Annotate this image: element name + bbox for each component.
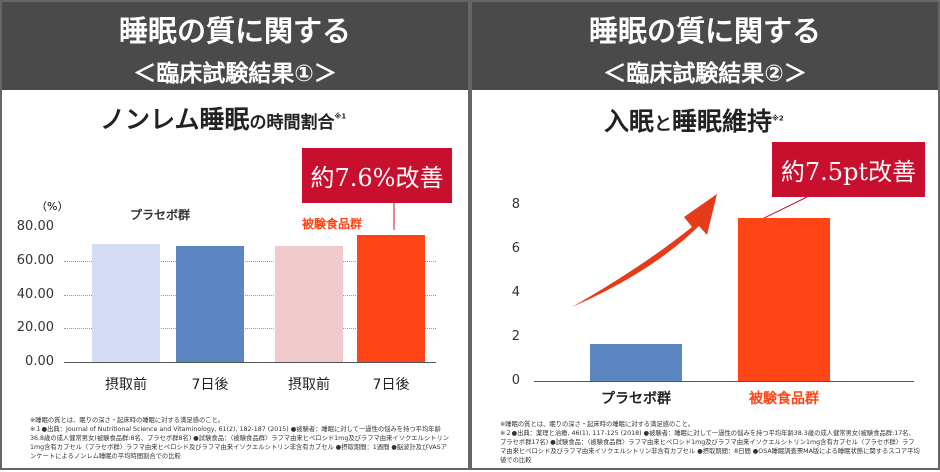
bar: [92, 243, 160, 362]
y-tick-label: 4: [511, 285, 520, 300]
x-axis-line: [64, 362, 436, 363]
x-tick-label: プラセボ群: [601, 391, 671, 407]
note-line: ※２●出典：薬理と治療, 46(1), 117-125 (2018) ●被験者：…: [500, 430, 920, 464]
bar: [176, 246, 244, 362]
right-notes: ※睡眠の質とは、眠りの深さ・起床時の睡眠に対する満足感のこと。 ※２●出典：薬理…: [500, 420, 920, 465]
gridline: [64, 260, 436, 262]
subtitle-main: ノンレム睡眠: [100, 105, 250, 134]
subtitle-small: の時間割合: [249, 113, 335, 133]
x-tick-label: 摂取前: [105, 377, 147, 393]
right-callout: 約7.5pt改善: [772, 142, 925, 197]
left-subtitle: ノンレム睡眠の時間割合※1: [100, 100, 346, 136]
right-subtitle: 入眠と睡眠維持※2: [604, 102, 784, 138]
bar: [275, 246, 343, 362]
left-panel: 睡眠の質に関する ＜臨床試験結果①＞ ノンレム睡眠の時間割合※1 約7.6%改善…: [0, 0, 470, 470]
left-unit: （%）: [36, 200, 69, 213]
left-header: 睡眠の質に関する ＜臨床試験結果①＞: [2, 2, 468, 90]
subtitle-ref: ※1: [334, 112, 347, 121]
right-decor: [572, 194, 808, 307]
legend-test: 被験食品群: [302, 217, 363, 231]
left-title: 睡眠の質に関する: [118, 14, 351, 48]
left-callout-line: [393, 203, 395, 230]
y-tick-label: 60.00: [16, 252, 54, 268]
right-header: 睡眠の質に関する ＜臨床試験結果②＞: [472, 2, 938, 90]
bar: [590, 343, 682, 381]
y-tick-label: 6: [511, 241, 520, 256]
left-notes: ※睡眠の質とは、眠りの深さ・起床時の睡眠に対する満足感のこと。 ※１●出典：Jo…: [30, 416, 450, 461]
y-tick-label: 2: [511, 329, 520, 344]
subtitle-main: 入眠: [604, 107, 655, 136]
subtitle-mid: と: [654, 114, 673, 135]
left-callout: 約7.6%改善: [302, 148, 452, 203]
x-axis-line: [534, 381, 914, 382]
y-tick-label: 40.00: [16, 286, 54, 302]
x-tick-label: 7日後: [191, 377, 229, 393]
subtitle-ref: ※2: [772, 114, 784, 123]
right-title-sub: ＜臨床試験結果②＞: [603, 61, 807, 87]
y-tick-label: 8: [511, 197, 520, 212]
x-tick-label: 被験食品群: [749, 391, 819, 407]
y-tick-label: 0: [511, 373, 520, 388]
right-title: 睡眠の質に関する: [588, 14, 821, 48]
gridline: [64, 294, 436, 296]
x-tick-label: 摂取前: [288, 377, 330, 393]
y-tick-label: 0.00: [25, 354, 54, 369]
subtitle-main-2: 睡眠維持: [672, 107, 773, 136]
note-line: ※睡眠の質とは、眠りの深さ・起床時の睡眠に対する満足感のこと。: [500, 421, 695, 428]
x-tick-label: 7日後: [372, 377, 410, 393]
note-line: ※１●出典：Journal of Nutritional Science and…: [30, 426, 450, 460]
left-title-sub: ＜臨床試験結果①＞: [133, 61, 337, 87]
gridline: [64, 328, 436, 330]
bar: [357, 235, 425, 362]
note-line: ※睡眠の質とは、眠りの深さ・起床時の睡眠に対する満足感のこと。: [30, 417, 225, 424]
y-tick-label: 80.00: [16, 219, 54, 234]
up-arrow-icon: [572, 194, 717, 307]
legend-placebo: プラセボ群: [130, 208, 191, 222]
y-tick-label: 20.00: [16, 320, 54, 336]
right-panel: 睡眠の質に関する ＜臨床試験結果②＞ 入眠と睡眠維持※2 約7.5pt改善 0 2…: [470, 0, 940, 470]
bar: [738, 218, 830, 381]
